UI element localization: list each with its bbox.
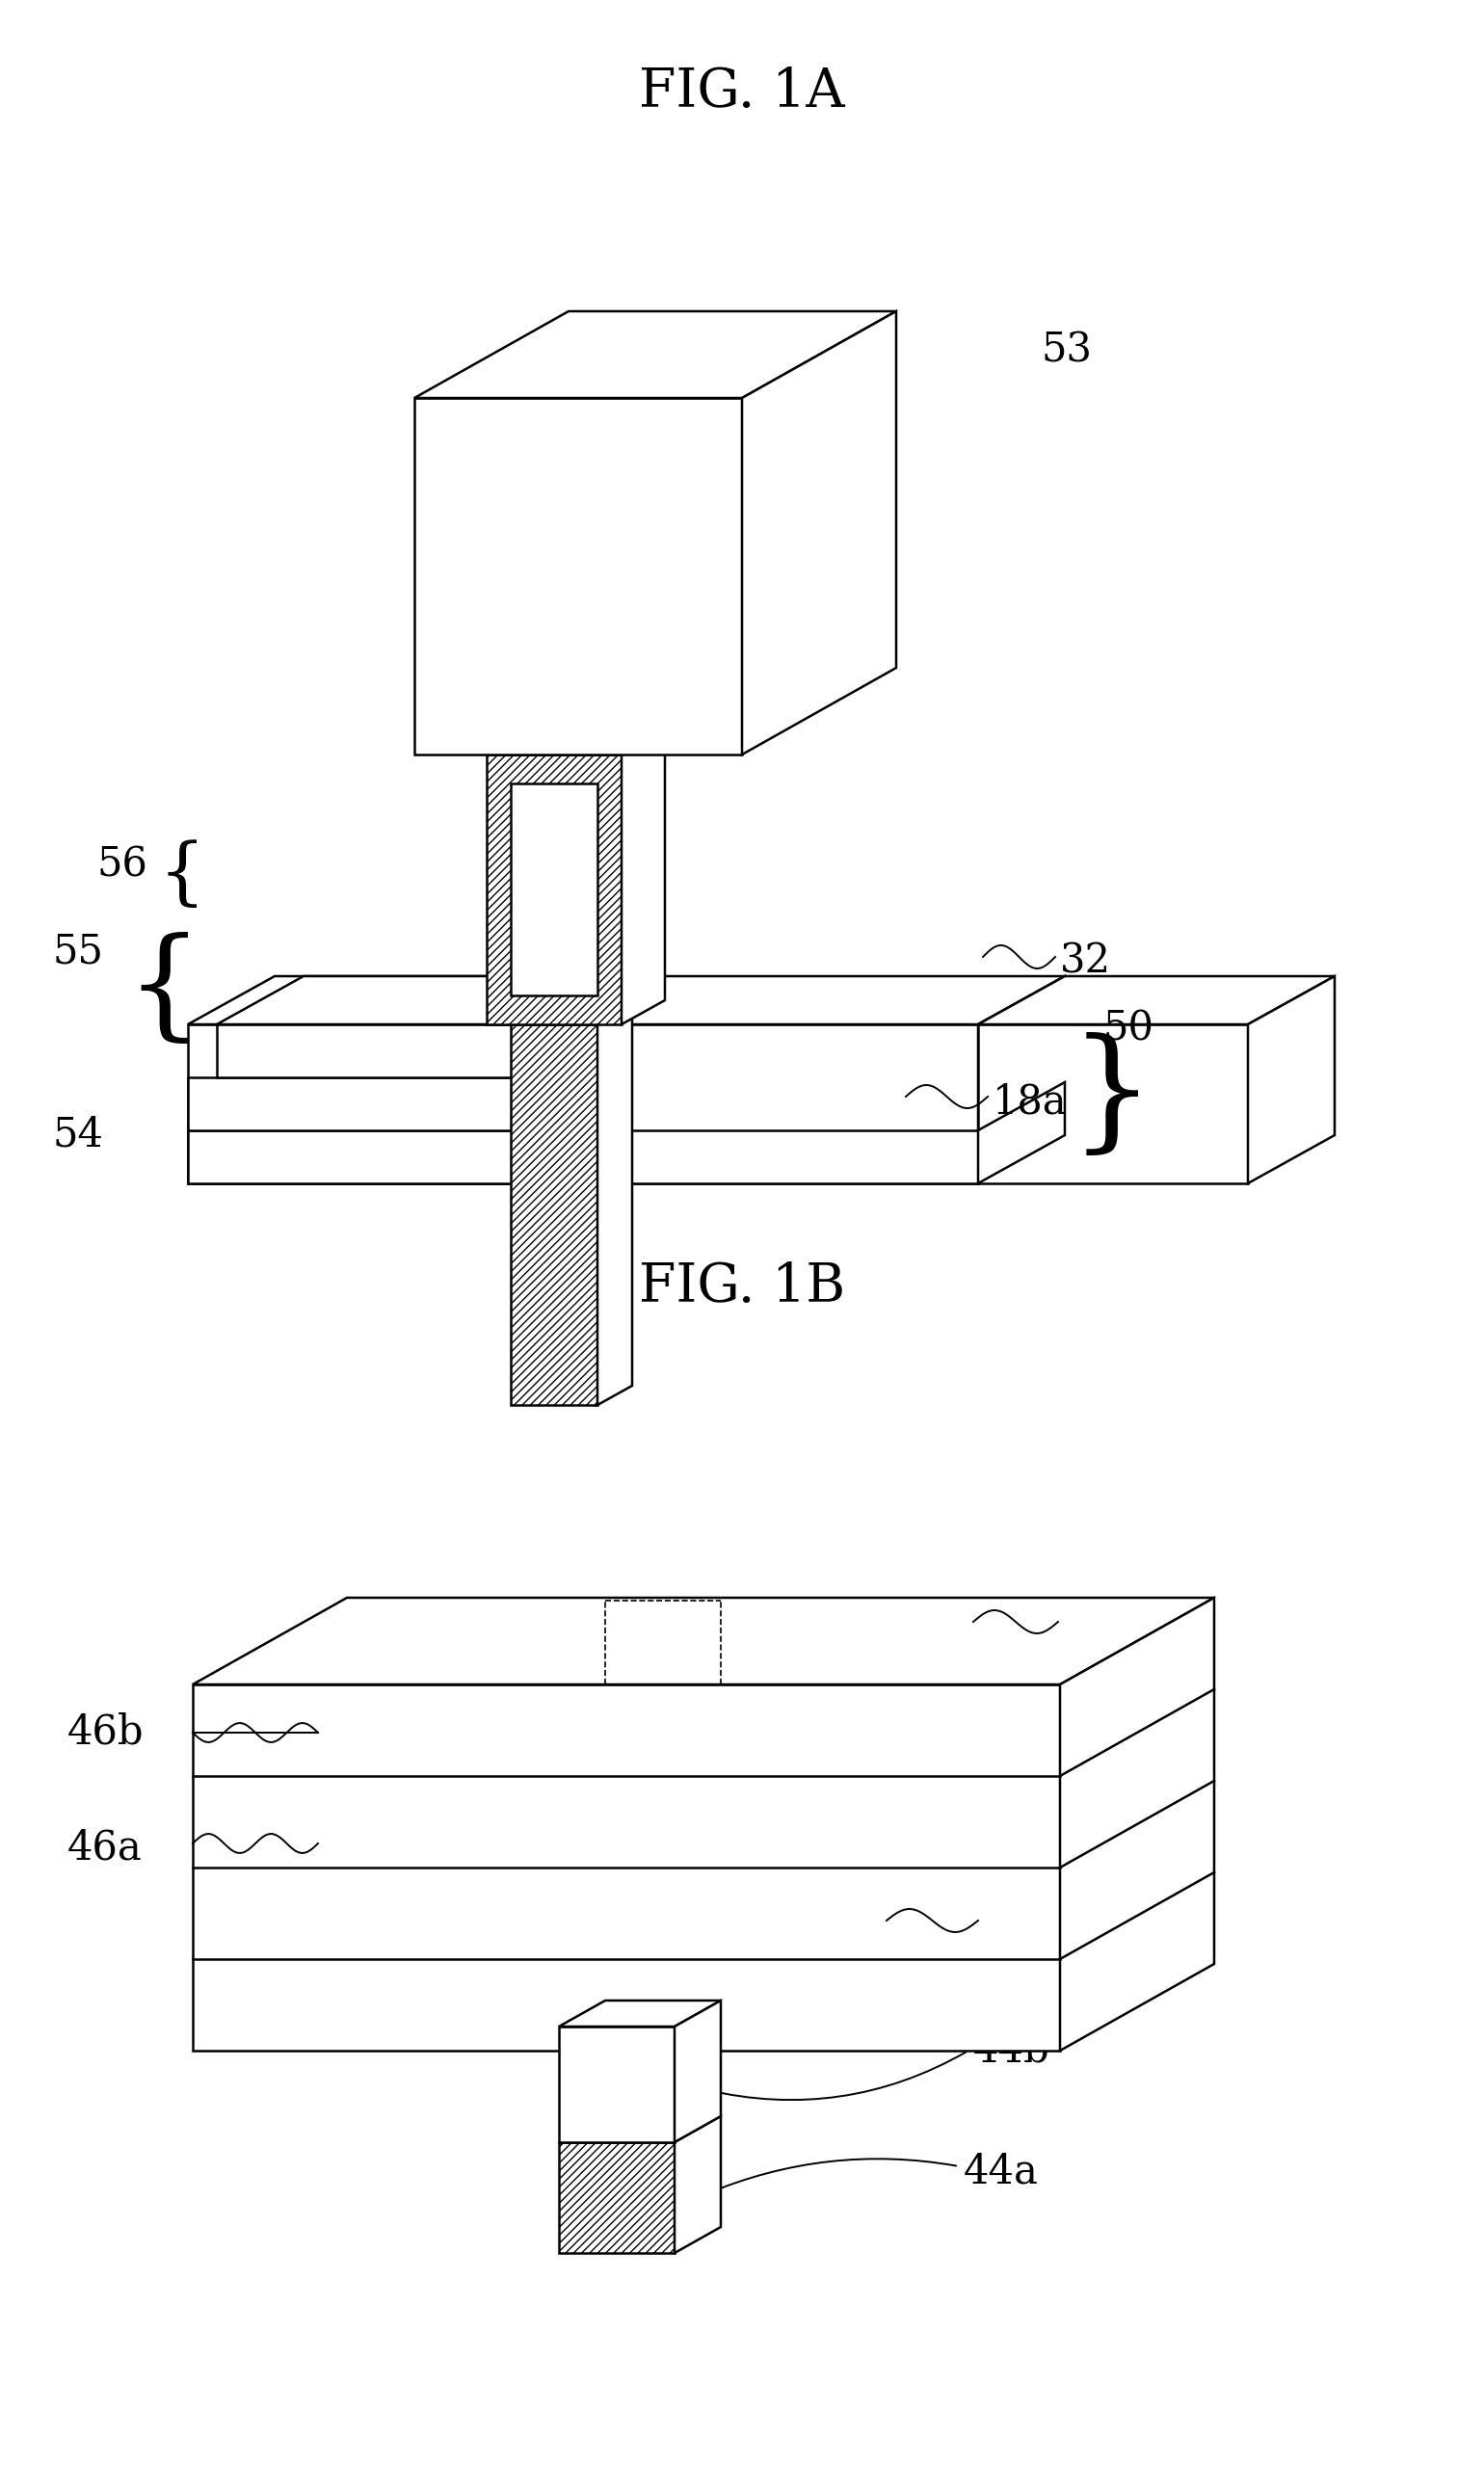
Polygon shape (1060, 1597, 1214, 2051)
Text: 50: 50 (1106, 1740, 1158, 1782)
Text: 46b: 46b (67, 1713, 144, 1753)
Polygon shape (487, 754, 622, 1025)
Text: FIG. 1B: FIG. 1B (638, 1260, 846, 1314)
Polygon shape (188, 1077, 515, 1131)
Polygon shape (675, 2115, 721, 2253)
Polygon shape (742, 311, 896, 754)
Text: 18a: 18a (993, 1082, 1067, 1122)
Text: FIG. 1A: FIG. 1A (640, 67, 844, 118)
Text: 32: 32 (1060, 942, 1112, 981)
Text: 55: 55 (53, 932, 104, 971)
Polygon shape (193, 1684, 1060, 2051)
Text: }: } (1071, 1758, 1208, 1967)
Polygon shape (188, 1025, 978, 1183)
Polygon shape (559, 2026, 675, 2142)
Polygon shape (675, 2002, 721, 2142)
Polygon shape (622, 730, 665, 1025)
Polygon shape (598, 1006, 632, 1405)
Polygon shape (559, 2142, 675, 2253)
Text: 57: 57 (472, 547, 524, 587)
Text: 46a: 46a (67, 1829, 142, 1868)
Text: {: { (159, 841, 206, 910)
Text: 53: 53 (1040, 330, 1092, 370)
Text: 44b: 44b (974, 2031, 1051, 2071)
Polygon shape (978, 1082, 1066, 1183)
Polygon shape (978, 976, 1334, 1025)
Text: 32: 32 (1066, 1607, 1116, 1647)
Polygon shape (414, 397, 742, 754)
Polygon shape (510, 784, 598, 996)
Polygon shape (1248, 976, 1334, 1183)
Polygon shape (188, 1131, 515, 1183)
Text: 50: 50 (1104, 1008, 1155, 1050)
Polygon shape (217, 1025, 515, 1077)
Text: 54: 54 (53, 1114, 104, 1156)
Polygon shape (559, 2002, 721, 2026)
Polygon shape (510, 1025, 598, 1405)
Polygon shape (487, 730, 665, 754)
Text: {: { (125, 932, 202, 1050)
Polygon shape (515, 976, 603, 1077)
Polygon shape (414, 311, 896, 397)
Polygon shape (978, 1025, 1248, 1183)
Polygon shape (217, 976, 603, 1025)
Polygon shape (193, 1597, 1214, 1684)
Polygon shape (978, 976, 1066, 1183)
Text: 18a: 18a (982, 1905, 1058, 1945)
Text: }: } (1070, 1033, 1155, 1161)
Text: 56: 56 (96, 845, 147, 885)
Polygon shape (188, 976, 1066, 1025)
Polygon shape (188, 1131, 978, 1183)
Text: 44a: 44a (963, 2152, 1039, 2191)
